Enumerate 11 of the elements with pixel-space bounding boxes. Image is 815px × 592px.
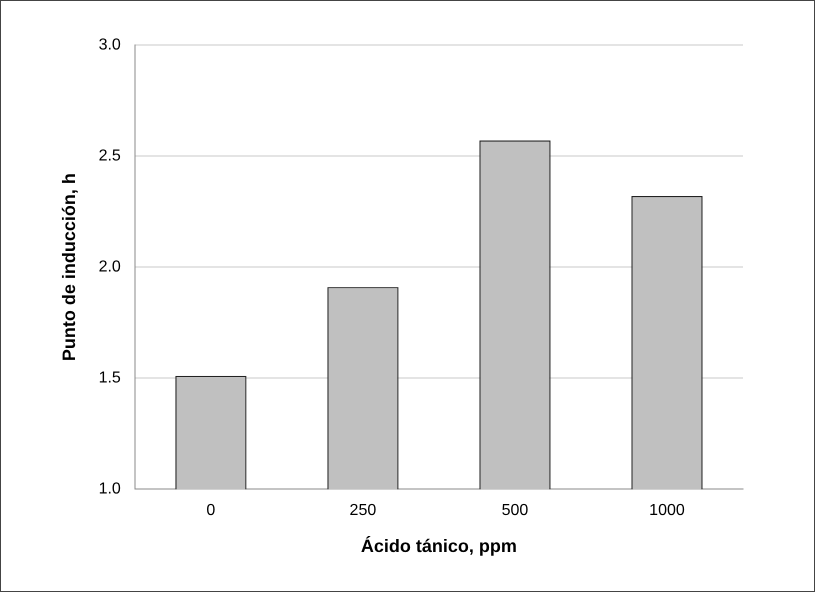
x-tick-label: 1000 <box>649 502 685 520</box>
y-axis-title: Punto de inducción, h <box>58 173 79 362</box>
y-tick-label: 3.0 <box>98 36 121 54</box>
x-tick-label: 250 <box>350 502 376 520</box>
y-tick-label: 2.5 <box>98 147 121 164</box>
y-tick-label: 2.0 <box>98 258 121 276</box>
y-tick-label: 1.5 <box>98 370 121 387</box>
x-axis-title: Ácido tánico, ppm <box>360 536 517 556</box>
x-tick-label: 0 <box>206 502 216 520</box>
y-tick-label: 1.0 <box>98 480 121 498</box>
x-tick-label: 500 <box>502 502 528 520</box>
